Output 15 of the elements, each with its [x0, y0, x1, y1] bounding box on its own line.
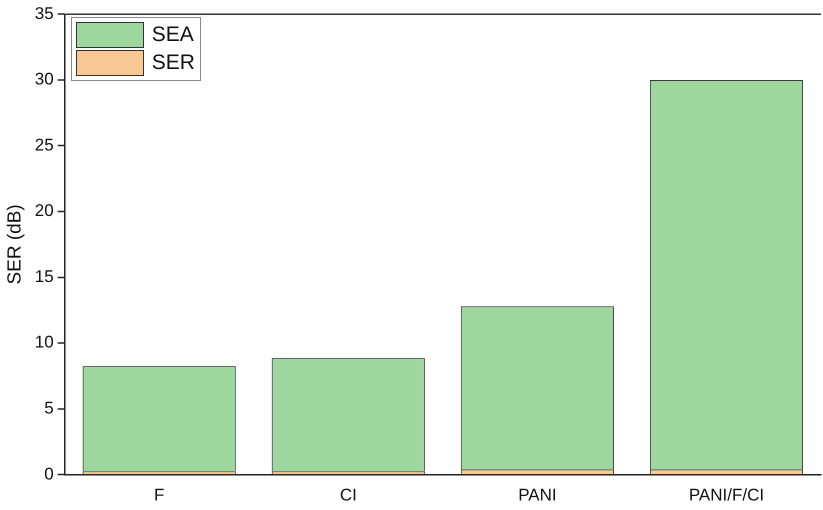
y-axis-title: SER (dB) — [4, 204, 26, 285]
y-tick-label: 5 — [44, 398, 54, 418]
x-tick-label: CI — [340, 485, 357, 504]
y-tick-label: 35 — [34, 4, 54, 23]
legend-label: SER — [152, 51, 195, 76]
y-tick-label: 20 — [34, 201, 54, 220]
x-tick-label: PANI — [518, 485, 557, 504]
y-tick-label: 30 — [34, 70, 54, 89]
y-tick-label: 25 — [34, 135, 54, 154]
y-tick-label: 15 — [34, 266, 54, 286]
y-tick-label: 0 — [44, 464, 54, 484]
x-tick-label: F — [154, 485, 164, 504]
legend-label: SEA — [152, 23, 194, 48]
x-tick-label: PANI/F/CI — [688, 485, 764, 504]
y-tick-label: 10 — [34, 332, 54, 352]
